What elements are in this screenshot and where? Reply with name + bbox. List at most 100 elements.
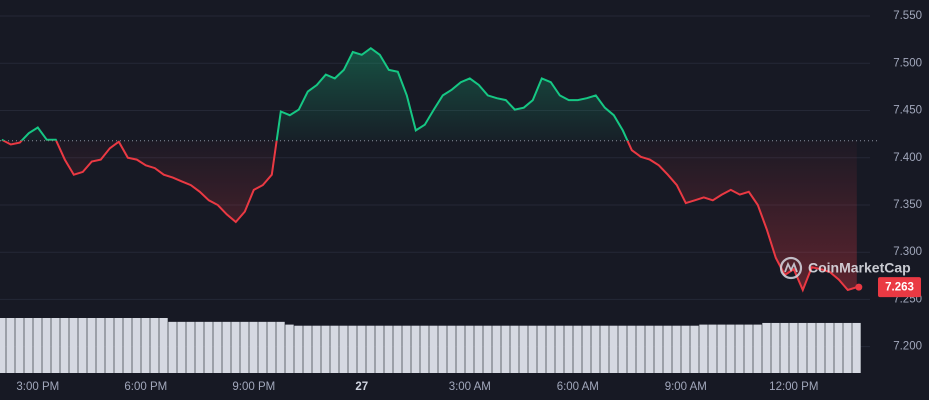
y-tick-label: 7.300 (893, 246, 922, 258)
x-tick-label: 3:00 PM (16, 381, 59, 393)
price-tag (878, 277, 921, 298)
x-tick-label: 27 (355, 381, 368, 393)
volume-bar (447, 325, 456, 373)
volume-bar (663, 325, 672, 373)
volume-bar (357, 325, 366, 373)
volume-bar (807, 322, 816, 373)
volume-bar (150, 318, 159, 373)
volume-bar (573, 325, 582, 373)
volume-bar (762, 322, 771, 373)
volume-bar (195, 321, 204, 373)
volume-bar (798, 322, 807, 373)
volume-bar (780, 322, 789, 373)
volume-bar (24, 318, 33, 373)
volume-bar (213, 321, 222, 373)
volume-bar (816, 322, 825, 373)
volume-bar (33, 318, 42, 373)
volume-bar (330, 325, 339, 373)
volume-bar (123, 318, 132, 373)
volume-bar (726, 324, 735, 373)
volume-bar (591, 325, 600, 373)
y-tick-label: 7.550 (893, 10, 922, 22)
volume-bar (483, 325, 492, 373)
volume-bar (501, 325, 510, 373)
volume-bar (258, 321, 267, 373)
volume-bar (699, 324, 708, 373)
volume-bar (267, 321, 276, 373)
volume-bar (717, 324, 726, 373)
volume-bar (114, 318, 123, 373)
volume-bar (384, 325, 393, 373)
volume-bar (465, 325, 474, 373)
volume-bar (249, 321, 258, 373)
volume-bar (240, 321, 249, 373)
y-tick-label: 7.450 (893, 105, 922, 117)
volume-bar (555, 325, 564, 373)
y-tick-label: 7.350 (893, 199, 922, 211)
volume-bar (42, 318, 51, 373)
volume-bar (411, 325, 420, 373)
volume-bar (546, 325, 555, 373)
volume-bar (429, 325, 438, 373)
volume-bar (312, 325, 321, 373)
volume-bar (627, 325, 636, 373)
volume-bar (339, 325, 348, 373)
x-tick-label: 9:00 AM (665, 381, 707, 393)
price-line-down (1, 140, 858, 293)
x-tick-label: 6:00 AM (557, 381, 599, 393)
x-tick-label: 9:00 PM (232, 381, 275, 393)
volume-bar (537, 325, 546, 373)
volume-bar (87, 318, 96, 373)
volume-bar (636, 325, 645, 373)
x-tick-label: 12:00 PM (769, 381, 818, 393)
y-tick-label: 7.500 (893, 57, 922, 69)
volume-bar (366, 325, 375, 373)
volume-bar (69, 318, 78, 373)
volume-bar (276, 321, 285, 373)
volume-bar (60, 318, 69, 373)
area-up (1, 48, 857, 141)
volume-bar (96, 318, 105, 373)
volume-bar (753, 324, 762, 373)
volume-bar (825, 322, 834, 373)
volume-bar (78, 318, 87, 373)
y-tick-label: 7.200 (893, 341, 922, 353)
volume-bar (141, 318, 150, 373)
volume-bar (474, 325, 483, 373)
volume-bar (852, 322, 861, 373)
price-tag-label: 7.263 (885, 282, 914, 294)
price-line-up (1, 46, 629, 141)
volume-bar (708, 324, 717, 373)
volume-bar (834, 322, 843, 373)
plot: 7.2007.2507.3007.3507.4007.4507.5007.550… (0, 10, 922, 393)
volume-bar (744, 324, 753, 373)
volume-bar (690, 325, 699, 373)
volume-bar (294, 325, 303, 373)
volume-bar (204, 321, 213, 373)
volume-bar (609, 325, 618, 373)
volume-bar (321, 325, 330, 373)
volume-bar (564, 325, 573, 373)
volume-bar (618, 325, 627, 373)
volume-bar (231, 321, 240, 373)
volume-bar (492, 325, 501, 373)
area-down (3, 140, 857, 290)
volume-bar (510, 325, 519, 373)
volume-bar (159, 318, 168, 373)
volume-bar (393, 325, 402, 373)
volume-bar (528, 325, 537, 373)
volume-bar (375, 325, 384, 373)
volume-bar (672, 325, 681, 373)
volume-bar (15, 318, 24, 373)
volume-bar (645, 325, 654, 373)
volume-bar (132, 318, 141, 373)
volume-bar (681, 325, 690, 373)
volume-bar (456, 325, 465, 373)
volume-bar (771, 322, 780, 373)
volume-bar (168, 321, 177, 373)
volume-bar (51, 318, 60, 373)
volume-bar (600, 325, 609, 373)
volume-bar (285, 324, 294, 373)
watermark-text: CoinMarketCap (808, 260, 911, 276)
